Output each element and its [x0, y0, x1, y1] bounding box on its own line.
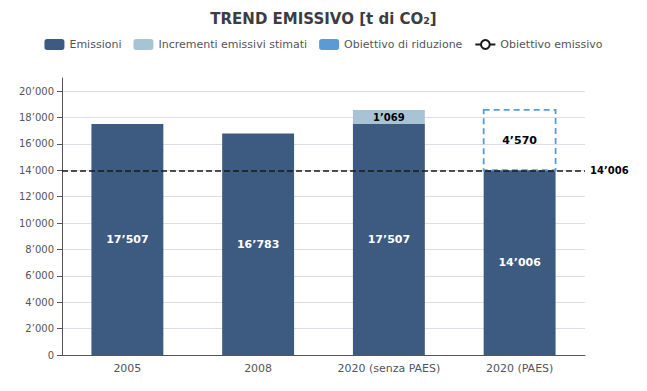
svg-text:14’006: 14’006: [498, 256, 541, 269]
svg-text:Obiettivo emissivo: Obiettivo emissivo: [500, 38, 602, 51]
svg-text:2020 (PAES): 2020 (PAES): [486, 362, 553, 375]
svg-text:17’507: 17’507: [106, 233, 148, 246]
svg-text:2008: 2008: [244, 362, 272, 375]
svg-text:12’000: 12’000: [19, 191, 54, 202]
svg-text:2’000: 2’000: [25, 323, 54, 334]
svg-text:17’507: 17’507: [368, 233, 410, 246]
svg-text:4’570: 4’570: [502, 134, 537, 147]
svg-text:0: 0: [48, 350, 54, 361]
svg-text:4’000: 4’000: [25, 297, 54, 308]
svg-text:10’000: 10’000: [19, 218, 54, 229]
svg-text:18’000: 18’000: [19, 112, 54, 123]
svg-text:14’006: 14’006: [590, 165, 629, 176]
svg-text:2020 (senza PAES): 2020 (senza PAES): [337, 362, 440, 375]
svg-text:14’000: 14’000: [19, 165, 54, 176]
svg-text:Emissioni: Emissioni: [69, 38, 121, 51]
svg-text:1’069: 1’069: [373, 112, 405, 123]
svg-text:16’783: 16’783: [237, 238, 279, 251]
svg-text:8’000: 8’000: [25, 244, 54, 255]
svg-text:20’000: 20’000: [19, 86, 54, 97]
svg-text:Incrementi emissivi stimati: Incrementi emissivi stimati: [158, 38, 307, 51]
svg-text:2005: 2005: [113, 362, 141, 375]
svg-text:Obiettivo di riduzione: Obiettivo di riduzione: [344, 38, 462, 51]
svg-text:6’000: 6’000: [25, 270, 54, 281]
svg-text:TREND EMISSIVO [t di CO₂]: TREND EMISSIVO [t di CO₂]: [210, 10, 436, 28]
svg-text:16’000: 16’000: [19, 138, 54, 149]
